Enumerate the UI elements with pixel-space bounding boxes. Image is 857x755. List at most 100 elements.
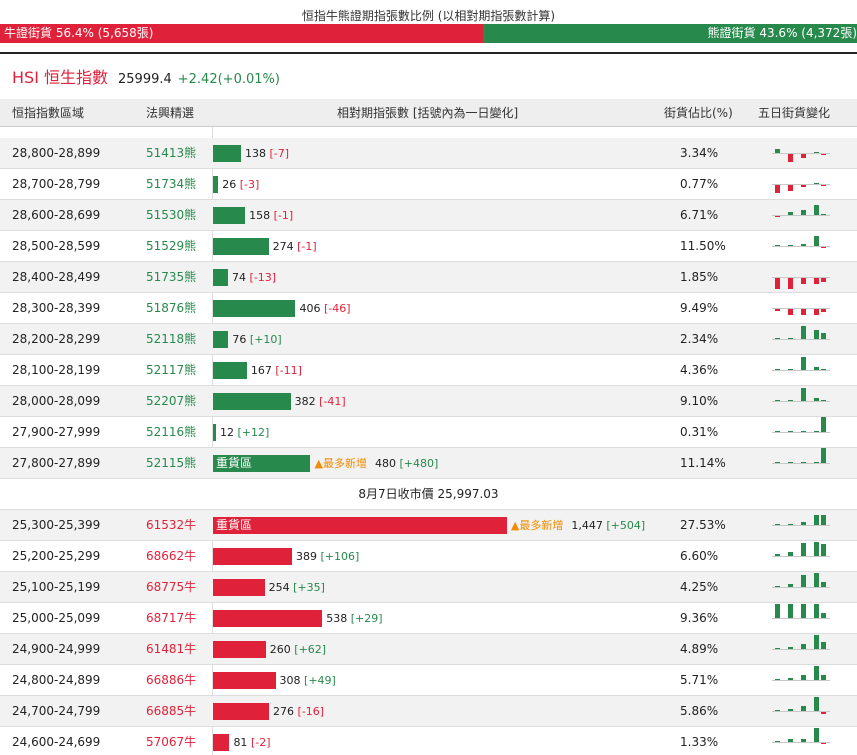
contracts-value: 12 [+12] bbox=[220, 417, 269, 448]
five-day-sparkbar bbox=[772, 200, 830, 231]
warrant-code-link[interactable]: 52116熊 bbox=[146, 425, 197, 439]
trend-bar bbox=[821, 214, 826, 215]
trend-bar bbox=[821, 309, 826, 313]
warrant-code-link[interactable]: 52115熊 bbox=[146, 456, 197, 470]
contracts-count: 276 bbox=[273, 705, 295, 718]
trend-bar bbox=[814, 397, 819, 401]
warrant-code-link[interactable]: 68717牛 bbox=[146, 611, 197, 625]
contracts-count: 81 bbox=[233, 736, 248, 749]
table-row: 25,000-25,099 68717牛 538 [+29] 9.36% bbox=[0, 603, 857, 634]
index-range: 25,000-25,099 bbox=[12, 611, 101, 625]
warrant-code-link[interactable]: 51735熊 bbox=[146, 270, 197, 284]
divider bbox=[0, 509, 857, 510]
trend-bar bbox=[775, 338, 780, 339]
trend-bar bbox=[801, 521, 806, 525]
warrant-code-link[interactable]: 68662牛 bbox=[146, 549, 197, 563]
five-day-sparkbar bbox=[772, 293, 830, 324]
trend-bar bbox=[814, 151, 819, 153]
index-range: 25,300-25,399 bbox=[12, 518, 101, 532]
trend-bar bbox=[801, 674, 806, 680]
five-day-sparkbar bbox=[772, 448, 830, 479]
warrant-code-link[interactable]: 57067牛 bbox=[146, 735, 197, 749]
contracts-bar bbox=[213, 176, 219, 193]
trend-bar bbox=[821, 247, 826, 249]
trend-bar bbox=[814, 666, 819, 680]
index-range: 24,600-24,699 bbox=[12, 735, 101, 749]
warrant-code-link[interactable]: 66885牛 bbox=[146, 704, 197, 718]
warrant-code-link[interactable]: 51413熊 bbox=[146, 146, 197, 160]
table-row: 24,900-24,999 61481牛 260 [+62] 4.89% bbox=[0, 634, 857, 665]
table-row: 24,800-24,899 66886牛 308 [+49] 5.71% bbox=[0, 665, 857, 696]
outstanding-share: 5.71% bbox=[680, 673, 719, 687]
daily-change: [-1] bbox=[273, 209, 294, 222]
trend-bar bbox=[775, 148, 780, 153]
trend-bar bbox=[814, 604, 819, 618]
trend-bar bbox=[821, 368, 826, 370]
contracts-count: 382 bbox=[294, 395, 316, 408]
header-pick: 法興精選 bbox=[146, 106, 195, 120]
daily-change: [-46] bbox=[323, 302, 351, 315]
trend-bar bbox=[821, 544, 826, 556]
warrant-code-link[interactable]: 51530熊 bbox=[146, 208, 197, 222]
contracts-value: 382 [-41] bbox=[295, 386, 346, 417]
trend-bar bbox=[788, 211, 793, 215]
five-day-sparkbar bbox=[772, 727, 830, 755]
trend-bar bbox=[775, 216, 780, 218]
warrant-code-link[interactable]: 66886牛 bbox=[146, 673, 197, 687]
warrant-code-link[interactable]: 61532牛 bbox=[146, 518, 197, 532]
daily-change: [+49] bbox=[304, 674, 336, 687]
warrant-code-link[interactable]: 61481牛 bbox=[146, 642, 197, 656]
trend-bar bbox=[814, 431, 819, 432]
warrant-code-link[interactable]: 52118熊 bbox=[146, 332, 197, 346]
trend-bar bbox=[775, 585, 780, 587]
contracts-value: 81 [-2] bbox=[233, 727, 270, 755]
warrant-code-link[interactable]: 52207熊 bbox=[146, 394, 197, 408]
daily-change: [-13] bbox=[249, 271, 277, 284]
trend-bar bbox=[814, 366, 819, 370]
contracts-count: 167 bbox=[250, 364, 272, 377]
trend-bar bbox=[821, 674, 826, 680]
trend-bar bbox=[788, 646, 793, 649]
contracts-count: 74 bbox=[232, 271, 247, 284]
trend-bar bbox=[801, 154, 806, 159]
contracts-count: 12 bbox=[220, 426, 234, 439]
trend-bar bbox=[801, 705, 806, 711]
warrant-code-link[interactable]: 68775牛 bbox=[146, 580, 197, 594]
trend-bar bbox=[775, 431, 780, 432]
contracts-bar bbox=[213, 238, 269, 255]
contracts-count: 138 bbox=[245, 147, 267, 160]
contracts-count: 538 bbox=[326, 612, 348, 625]
index-range: 28,400-28,499 bbox=[12, 270, 101, 284]
contracts-bar bbox=[213, 362, 247, 379]
warrant-code-link[interactable]: 51734熊 bbox=[146, 177, 197, 191]
trend-bar bbox=[821, 332, 826, 339]
contracts-bar bbox=[213, 703, 270, 720]
warrant-code-link[interactable]: 51876熊 bbox=[146, 301, 197, 315]
index-range: 25,200-25,299 bbox=[12, 549, 101, 563]
trend-bar bbox=[814, 278, 819, 285]
table-header: 恒指指數區域 法興精選 相對期指張數 [括號內為一日變化] 街貨佔比(%) 五日… bbox=[0, 99, 857, 127]
trend-bar bbox=[821, 712, 826, 715]
trend-bar bbox=[788, 604, 793, 618]
trend-bar bbox=[788, 154, 793, 163]
contracts-bar bbox=[213, 610, 323, 627]
heavy-zone-label: 重貨區 bbox=[216, 456, 253, 470]
outstanding-share: 2.34% bbox=[680, 332, 719, 346]
table-row: 25,200-25,299 68662牛 389 [+106] 6.60% bbox=[0, 541, 857, 572]
warrant-code-link[interactable]: 52117熊 bbox=[146, 363, 197, 377]
trend-bar bbox=[821, 399, 826, 401]
most-added-tag: ▲最多新增 bbox=[314, 457, 367, 470]
contracts-bar bbox=[213, 672, 276, 689]
trend-bar bbox=[775, 553, 780, 556]
contracts-value: 76 [+10] bbox=[232, 324, 281, 355]
trend-bar bbox=[801, 388, 806, 401]
trend-bar bbox=[801, 604, 806, 618]
five-day-sparkbar bbox=[772, 603, 830, 634]
warrant-code-link[interactable]: 51529熊 bbox=[146, 239, 197, 253]
trend-bar bbox=[788, 309, 793, 316]
index-range: 28,200-28,299 bbox=[12, 332, 101, 346]
index-range: 28,300-28,399 bbox=[12, 301, 101, 315]
trend-bar bbox=[814, 514, 819, 525]
outstanding-share: 1.33% bbox=[680, 735, 719, 749]
index-name[interactable]: HSI 恒生指數 bbox=[12, 68, 108, 87]
